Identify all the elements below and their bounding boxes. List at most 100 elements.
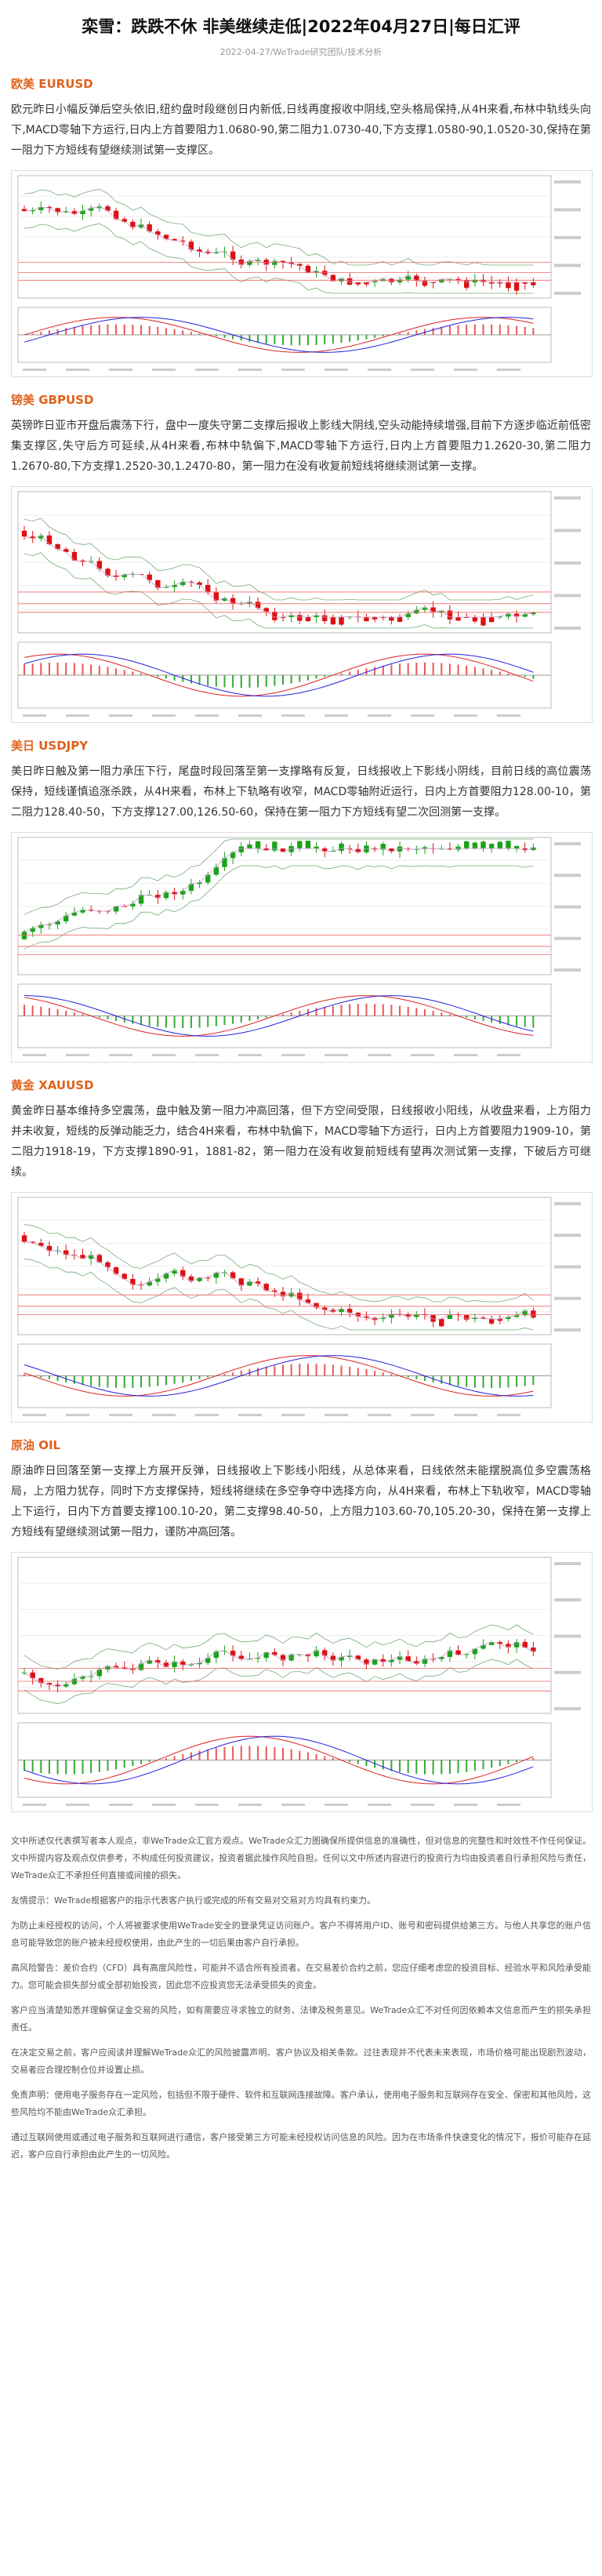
section-text: 美日昨日触及第一阻力承压下行，尾盘时段回落至第一支撑略有反复，日线报收上下影线小… [11,765,591,819]
candle [238,846,244,852]
axis-label [109,1804,132,1806]
candle [439,1656,444,1659]
candle [430,607,436,612]
candle [422,281,428,286]
candle [113,906,119,912]
candle [372,848,378,850]
candle [230,1651,236,1656]
candle [389,617,394,621]
candle [288,1292,294,1297]
candle [513,1641,520,1648]
candle [263,608,269,612]
axis-label [109,714,132,717]
candle [55,208,60,213]
candle [305,841,311,848]
candle [213,867,219,875]
candle [263,1651,269,1659]
candle [105,206,111,211]
section-heading: 黄金 XAUUSD [11,1078,94,1092]
axis-label [23,1054,46,1056]
candle [339,278,344,282]
candle [280,1292,286,1297]
candle [63,1250,69,1255]
candle [96,1255,102,1263]
candle [172,1270,177,1274]
candle [364,1316,369,1318]
axis-label [554,180,581,183]
candle [464,617,470,618]
axis-label [554,936,581,940]
candle [188,1664,194,1666]
candle [339,1656,344,1661]
axis-label [497,714,520,717]
candle [147,224,152,232]
candle [272,612,277,620]
candle [481,1644,486,1649]
candle [197,1277,202,1281]
candle [364,1659,369,1665]
axis-label [554,561,581,565]
candle [105,569,111,576]
candle [263,1284,269,1291]
candle [397,846,403,852]
candle [113,1666,119,1668]
candle [247,1281,252,1286]
candle [389,1313,394,1318]
band [24,1259,534,1331]
candle [230,598,236,604]
band [24,518,534,601]
candle [130,574,136,576]
axis-label [454,1054,477,1056]
band [24,205,534,283]
disclaimer-text: 为防止未经授权的访问，个人将被要求使用WeTrade安全的登录凭证访问账户。客户… [11,1920,591,1948]
section-heading: 镑美 GBPUSD [11,393,94,407]
candle [414,1313,419,1317]
candle [305,1299,311,1303]
macd-line [24,1355,534,1397]
candle [147,574,152,580]
candle [389,278,394,283]
axis-label [152,1804,176,1806]
section-heading: 原油 OIL [11,1438,61,1452]
candle [422,847,428,849]
axis-label [554,842,581,845]
axis-label [497,1804,520,1806]
candle [472,842,478,848]
candle [513,613,520,617]
candle [46,535,53,545]
candle [188,884,194,891]
candle [422,1659,428,1664]
candle [222,858,227,867]
candle [497,282,502,284]
macd-line [24,653,534,697]
candle [405,1313,411,1317]
candle [30,209,35,212]
axis-label [554,1634,581,1638]
axis-label [554,1670,581,1674]
candle [147,895,152,896]
disclaimer-text: 客户应当清楚知悉并理解保证金交易的风险，如有需要应寻求独立的财务、法律及税务意见… [11,2005,591,2033]
axis-label [454,1414,477,1416]
candle [414,275,419,282]
candle [213,592,219,601]
axis-label [325,1054,348,1056]
candle [447,1650,453,1657]
macd-line [24,317,534,353]
axis-label [411,1054,434,1056]
candle [397,279,403,282]
axis-label [195,714,219,717]
candle [481,841,486,848]
candle [255,1281,261,1284]
candle [305,617,311,622]
axis-label [411,369,434,371]
candle [497,1319,502,1321]
candle [180,890,186,895]
candle [472,279,478,282]
candle [155,231,161,235]
signal-line [24,317,534,353]
axis-label [325,714,348,717]
candle [488,844,495,848]
axis-label [281,1414,305,1416]
band [24,1224,534,1303]
signal-line [24,1735,534,1785]
